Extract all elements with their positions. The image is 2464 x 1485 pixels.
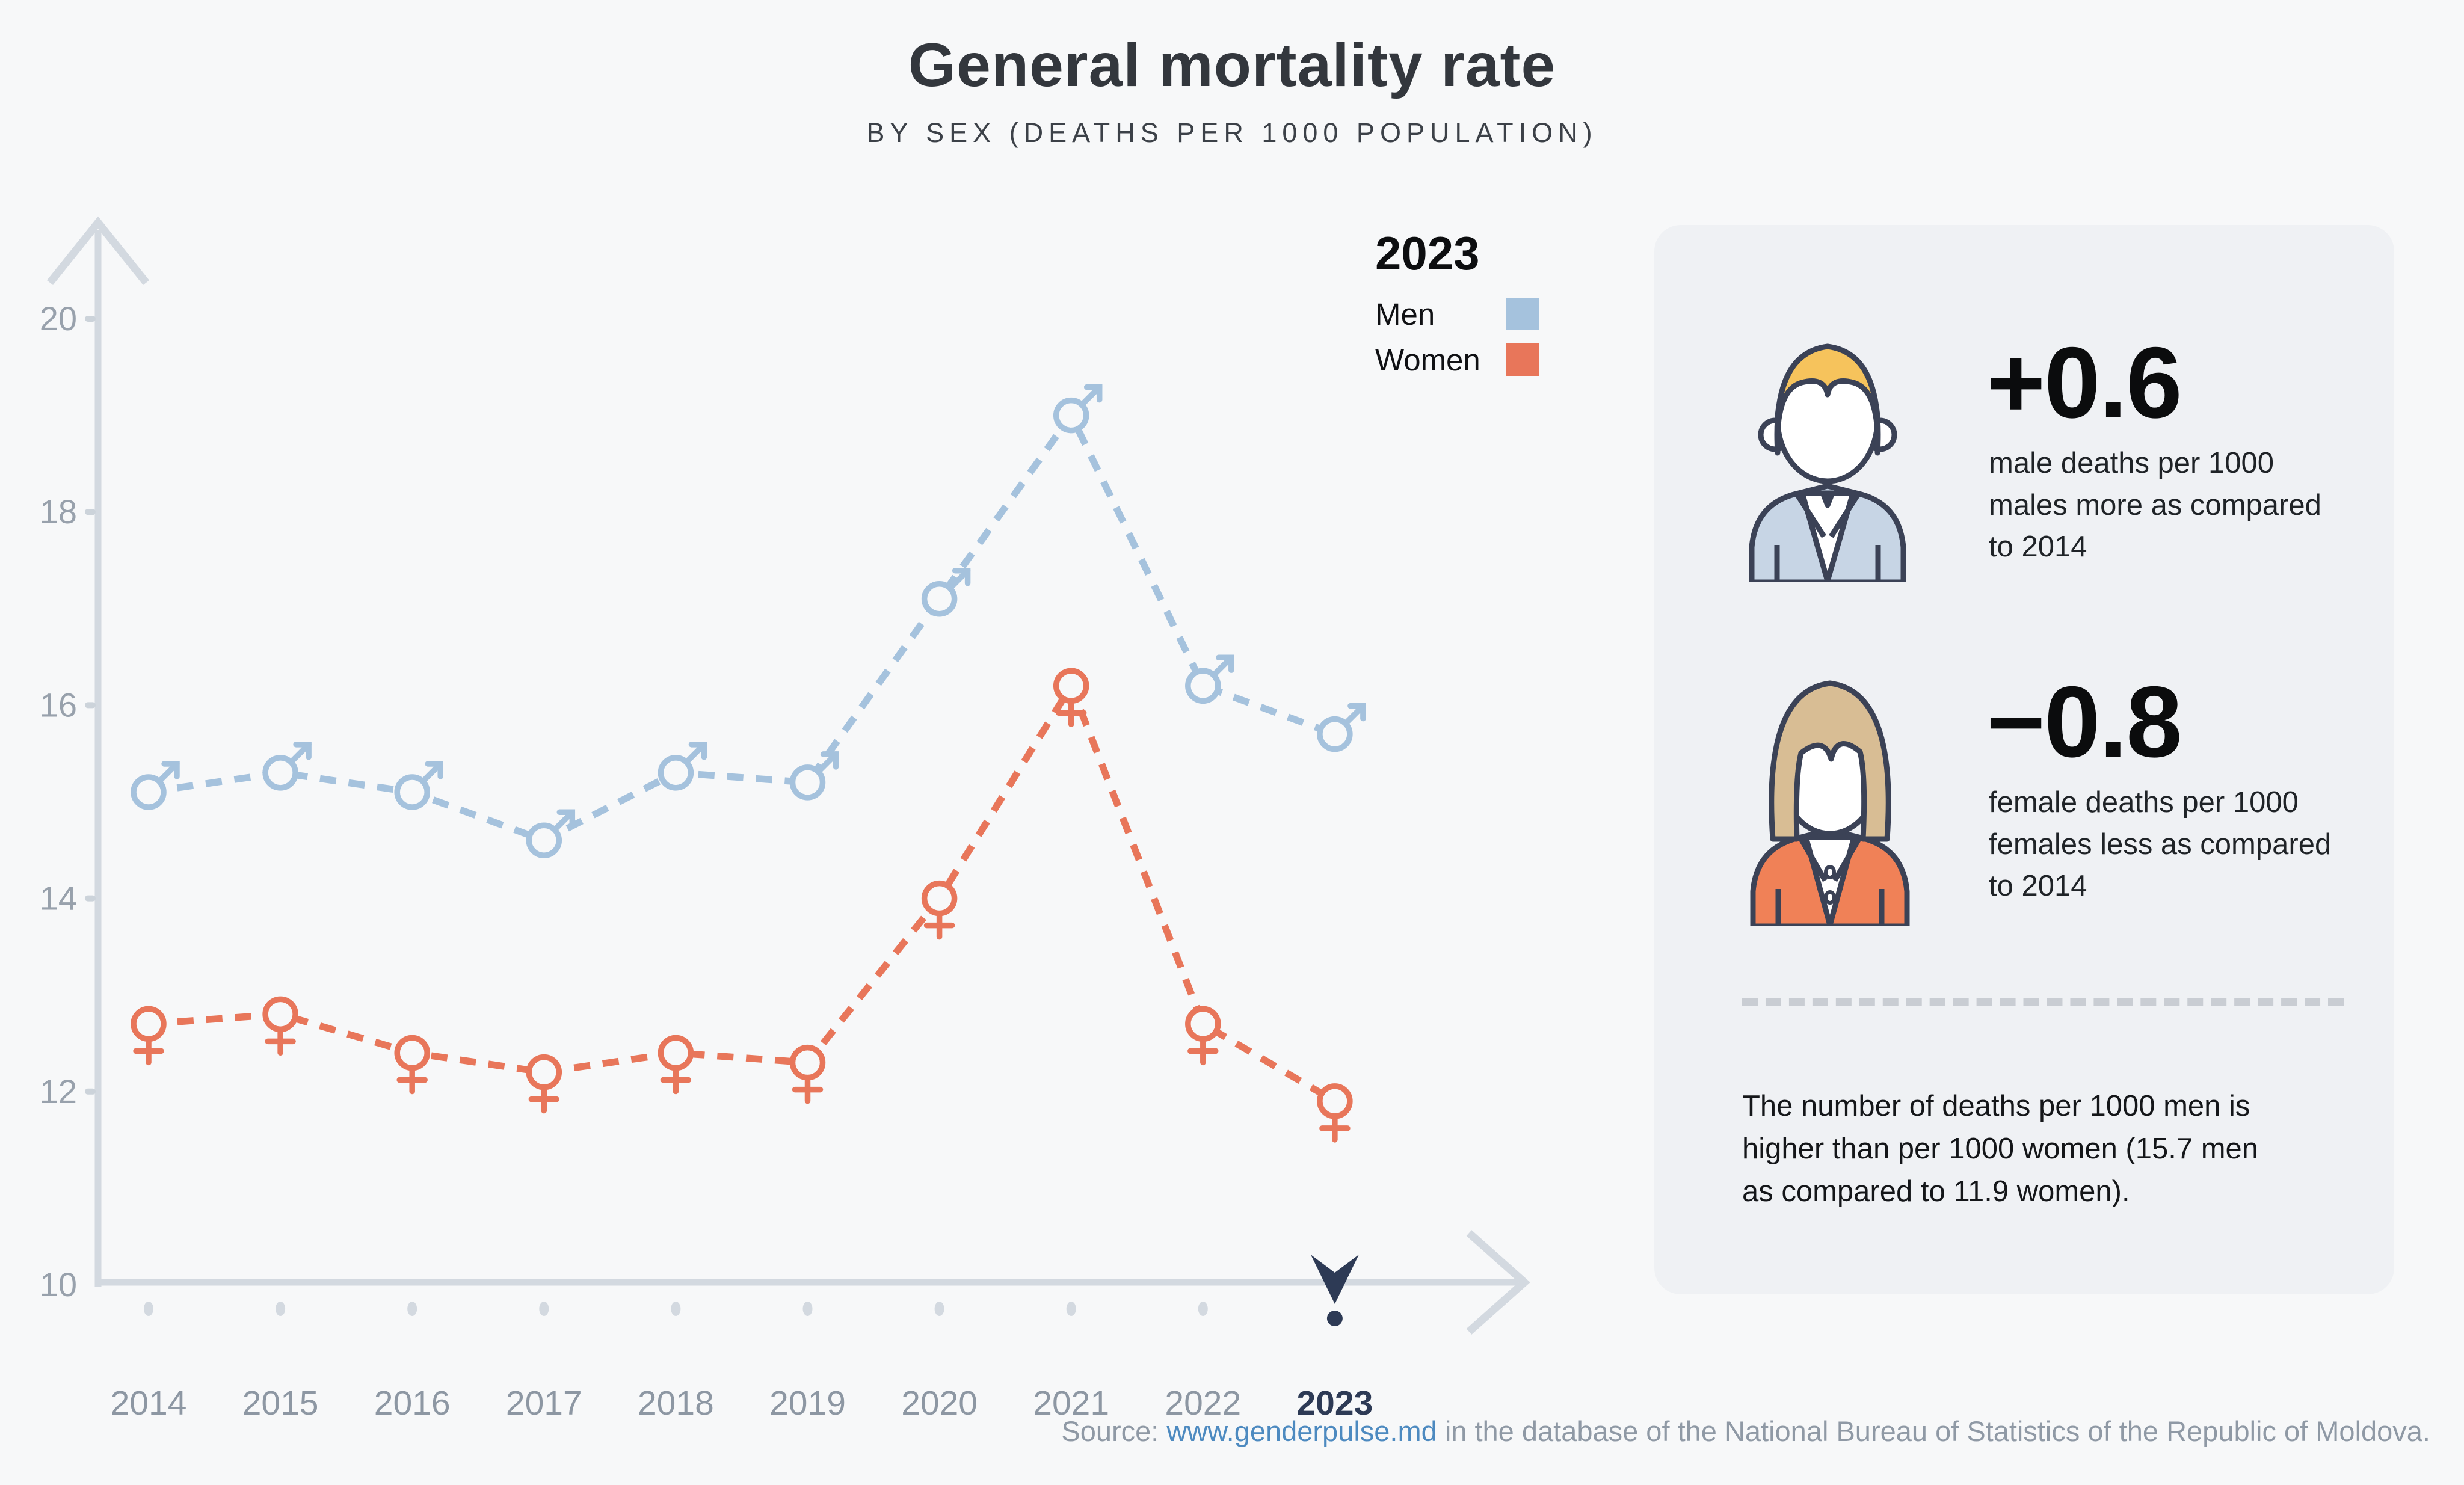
female-symbol-marker <box>658 1035 694 1095</box>
male-symbol-marker <box>1317 703 1366 752</box>
highlight-year-pin-dot <box>1326 1311 1343 1326</box>
male-stat-description: male deaths per 1000 males more as compa… <box>1989 447 2321 564</box>
male-symbol-marker <box>526 809 576 858</box>
female-stat-description: female deaths per 1000 females less as c… <box>1989 786 2332 903</box>
male-symbol-marker <box>394 761 443 810</box>
female-avatar-icon <box>1750 680 1910 926</box>
y-tick-dash <box>85 895 96 902</box>
legend-year: 2023 <box>1375 227 1480 280</box>
x-tick-dot <box>1198 1302 1208 1316</box>
page-subtitle: BY SEX (DEATHS PER 1000 POPULATION) <box>866 117 1598 148</box>
female-symbol-marker <box>131 1006 167 1066</box>
x-tick-dot <box>276 1302 286 1316</box>
women-series-line <box>148 678 1337 1104</box>
x-label-year: 2014 <box>111 1384 187 1422</box>
female-symbol-marker <box>1053 668 1089 728</box>
x-label-year: 2020 <box>901 1384 978 1422</box>
men-color-swatch <box>1506 298 1539 330</box>
female-symbol-marker <box>394 1035 430 1095</box>
y-tick-dash <box>85 702 96 709</box>
x-label-year: 2017 <box>506 1384 582 1422</box>
source-prefix: Source: <box>1061 1415 1167 1447</box>
y-tick-label: 12 <box>40 1072 77 1110</box>
female-stat-value: −0.8 <box>1986 665 2182 778</box>
x-label-highlight-year: 2023 <box>1296 1384 1373 1422</box>
male-symbol-marker <box>262 742 312 791</box>
legend-item-men: Men <box>1375 297 1539 331</box>
y-tick-dash <box>85 1088 96 1095</box>
x-tick-dot <box>1066 1302 1076 1316</box>
y-tick-label: 10 <box>40 1265 77 1303</box>
x-tick-dot <box>671 1302 681 1316</box>
female-symbol-marker <box>262 996 298 1056</box>
source-link[interactable]: www.genderpulse.md <box>1166 1415 1437 1447</box>
y-tick-label: 20 <box>40 300 77 337</box>
panel-note: The number of deaths per 1000 men is hig… <box>1742 1090 2259 1208</box>
page-header: General mortality rate BY SEX (DEATHS PE… <box>0 30 2464 149</box>
x-tick-dot <box>802 1302 813 1316</box>
male-avatar-icon <box>1749 343 1906 582</box>
female-symbol-marker <box>789 1044 826 1104</box>
women-color-swatch <box>1506 343 1539 376</box>
x-label-year: 2019 <box>769 1384 846 1422</box>
female-symbol-marker <box>1317 1083 1353 1143</box>
legend-men-label: Men <box>1375 297 1435 331</box>
male-symbol-marker <box>921 567 971 617</box>
x-tick-dot <box>407 1302 417 1316</box>
x-axis-arrowhead <box>1466 1230 1530 1335</box>
female-symbol-marker <box>921 880 958 940</box>
page-title: General mortality rate <box>908 31 1556 99</box>
men-series-line <box>148 408 1336 844</box>
x-tick-dot <box>144 1302 153 1316</box>
highlight-year-pin-icon <box>1310 1255 1359 1304</box>
y-tick-dash <box>85 509 96 515</box>
chart-legend: 2023 Men Women <box>1375 230 1539 377</box>
x-label-year: 2021 <box>1033 1384 1109 1422</box>
male-symbol-marker <box>131 761 180 810</box>
x-label-year: 2018 <box>638 1384 714 1422</box>
y-axis-arrowhead <box>46 216 150 286</box>
source-line: Source: www.genderpulse.md in the databa… <box>1061 1415 2430 1448</box>
x-tick-dot <box>539 1302 549 1316</box>
y-tick-label: 18 <box>40 493 77 530</box>
source-suffix: in the database of the National Bureau o… <box>1437 1415 2430 1447</box>
male-stat-value: +0.6 <box>1986 326 2182 439</box>
x-label-year: 2022 <box>1165 1384 1241 1422</box>
x-label-year: 2015 <box>242 1384 319 1422</box>
y-tick-dash <box>85 316 96 322</box>
female-symbol-marker <box>1185 1006 1221 1066</box>
male-symbol-marker <box>789 751 839 801</box>
female-symbol-marker <box>526 1054 562 1114</box>
y-tick-label: 16 <box>40 686 77 724</box>
legend-item-women: Women <box>1375 343 1539 377</box>
legend-women-label: Women <box>1375 342 1480 377</box>
summary-panel: +0.6 male deaths per 1000 males more as … <box>1654 225 2394 1294</box>
x-tick-dot <box>934 1302 944 1316</box>
panel-dashed-divider <box>1742 998 2344 1006</box>
x-label-year: 2016 <box>374 1384 451 1422</box>
male-symbol-marker <box>1185 654 1234 704</box>
y-tick-label: 14 <box>40 879 77 917</box>
male-symbol-marker <box>658 742 707 791</box>
male-symbol-marker <box>1053 384 1103 434</box>
